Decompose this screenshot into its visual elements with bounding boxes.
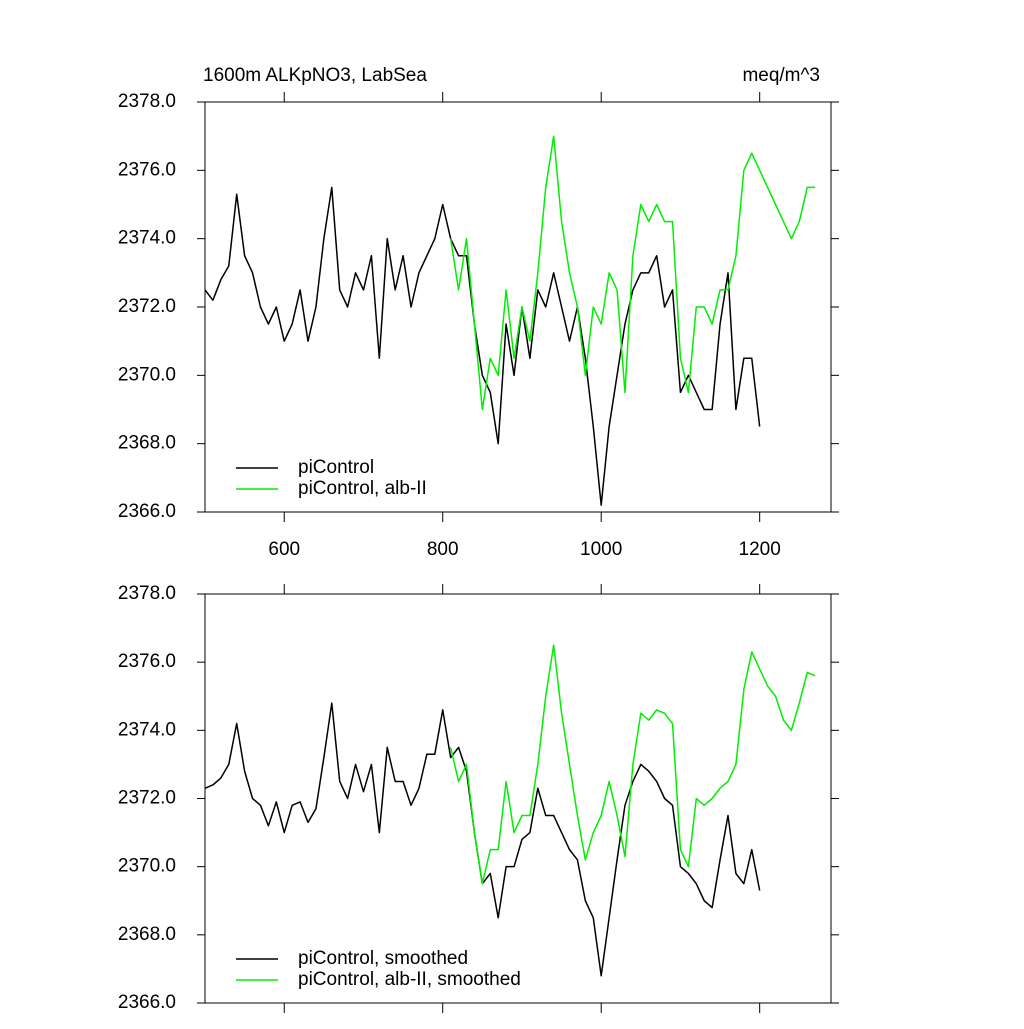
legend-label: piControl, alb-II, smoothed [298,969,521,990]
y-tick-label: 2366.0 [118,501,176,522]
x-tick-label: 800 [427,539,459,560]
y-tick-label: 2370.0 [118,856,176,877]
x-tick-label: 600 [268,539,300,560]
y-tick-label: 2372.0 [118,788,176,809]
x-tick-label: 1200 [739,539,781,560]
series-line [449,644,816,885]
y-tick-label: 2376.0 [118,651,176,672]
units-label: meq/m^3 [742,65,820,86]
y-tick-label: 2370.0 [118,364,176,385]
y-tick-label: 2378.0 [118,91,176,112]
series-line [204,702,761,977]
y-tick-label: 2376.0 [118,159,176,180]
y-tick-label: 2374.0 [118,228,176,249]
y-tick-label: 2374.0 [118,719,176,740]
y-tick-label: 2368.0 [118,924,176,945]
legend-label: piControl, alb-II [298,478,427,499]
y-tick-label: 2366.0 [118,992,176,1013]
x-tick-label: 1000 [580,539,622,560]
series-line [204,186,761,506]
series-line [449,135,816,411]
y-tick-label: 2378.0 [118,583,176,604]
plot-frame [204,101,832,513]
chart-title: 1600m ALKpNO3, LabSea [203,65,427,86]
y-tick-label: 2372.0 [118,296,176,317]
plot-frame [204,593,832,1004]
legend-label: piControl [298,457,374,478]
y-tick-label: 2368.0 [118,433,176,454]
legend-label: piControl, smoothed [298,948,468,969]
